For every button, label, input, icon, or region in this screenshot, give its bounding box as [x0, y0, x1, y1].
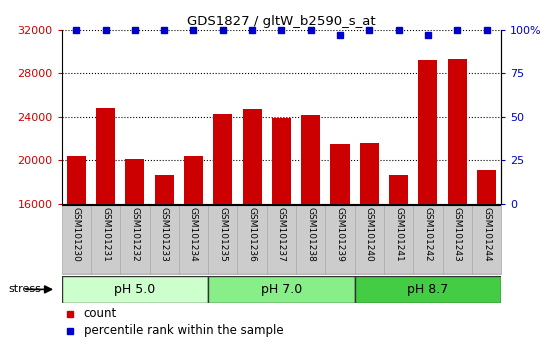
Bar	[413, 205, 442, 274]
Bar	[301, 115, 320, 204]
Bar	[296, 205, 325, 274]
Text: GSM101239: GSM101239	[335, 207, 344, 262]
Text: GSM101237: GSM101237	[277, 207, 286, 262]
Bar	[389, 175, 408, 204]
Bar	[442, 205, 472, 274]
Bar	[330, 144, 349, 204]
Bar	[242, 109, 262, 204]
Bar	[150, 205, 179, 274]
Bar	[208, 276, 354, 303]
Bar	[447, 59, 467, 204]
Text: count: count	[83, 307, 117, 320]
Text: GSM101244: GSM101244	[482, 207, 491, 262]
Bar	[184, 156, 203, 204]
Text: stress: stress	[8, 284, 41, 295]
Bar	[272, 118, 291, 204]
Bar	[179, 205, 208, 274]
Bar	[354, 205, 384, 274]
Bar	[360, 143, 379, 204]
Bar	[208, 205, 237, 274]
Text: percentile rank within the sample: percentile rank within the sample	[83, 324, 283, 337]
Text: pH 8.7: pH 8.7	[407, 283, 449, 296]
Bar	[325, 205, 354, 274]
Text: GSM101231: GSM101231	[101, 207, 110, 262]
Text: GSM101235: GSM101235	[218, 207, 227, 262]
Text: GSM101238: GSM101238	[306, 207, 315, 262]
Text: pH 5.0: pH 5.0	[114, 283, 156, 296]
Bar	[125, 159, 144, 204]
Text: GSM101242: GSM101242	[423, 207, 432, 262]
Bar	[418, 61, 437, 204]
Bar	[91, 205, 120, 274]
Text: GSM101236: GSM101236	[248, 207, 256, 262]
Bar	[477, 170, 496, 204]
Text: GSM101240: GSM101240	[365, 207, 374, 262]
Text: GSM101243: GSM101243	[452, 207, 462, 262]
Text: pH 7.0: pH 7.0	[261, 283, 302, 296]
Bar	[120, 205, 150, 274]
Bar	[62, 205, 91, 274]
Text: GSM101232: GSM101232	[130, 207, 139, 262]
Bar	[237, 205, 267, 274]
Bar	[213, 114, 232, 204]
Bar	[96, 108, 115, 204]
Text: GSM101234: GSM101234	[189, 207, 198, 262]
Text: GSM101241: GSM101241	[394, 207, 403, 262]
Title: GDS1827 / gltW_b2590_s_at: GDS1827 / gltW_b2590_s_at	[187, 15, 376, 28]
Bar	[67, 156, 86, 204]
Bar	[267, 205, 296, 274]
Bar	[62, 276, 208, 303]
Text: GSM101233: GSM101233	[160, 207, 169, 262]
Bar	[155, 175, 174, 204]
Bar	[354, 276, 501, 303]
Bar	[472, 205, 501, 274]
Bar	[384, 205, 413, 274]
Text: GSM101230: GSM101230	[72, 207, 81, 262]
